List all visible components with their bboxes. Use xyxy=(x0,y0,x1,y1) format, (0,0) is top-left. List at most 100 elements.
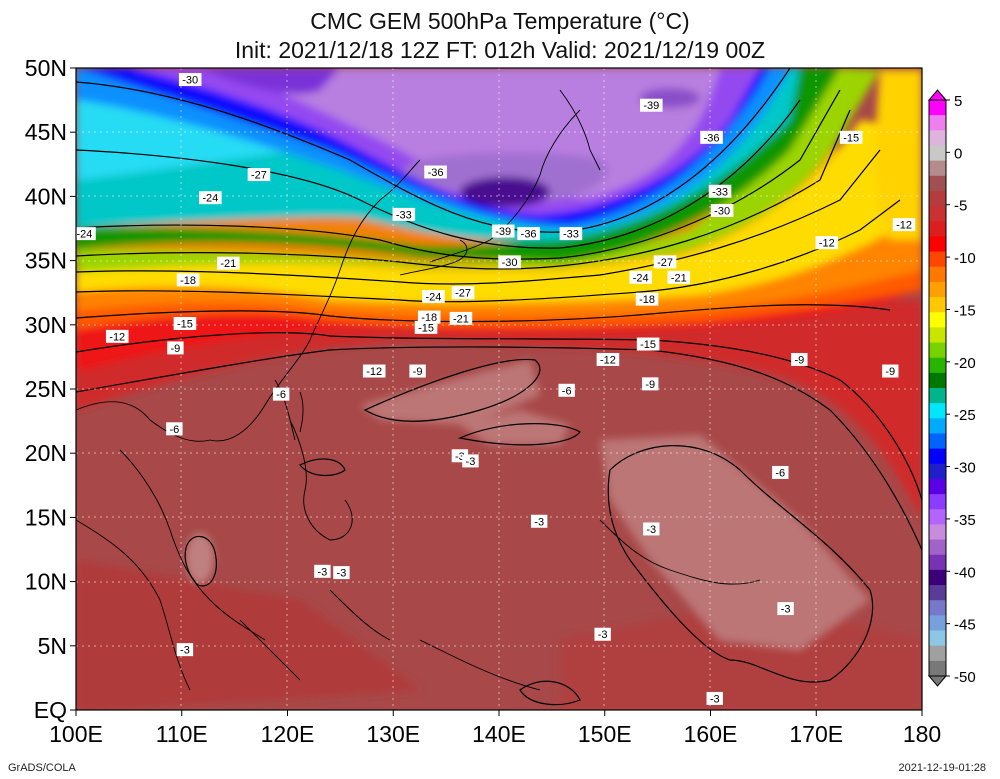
latitude-axis: 50N 45N 40N 35N 30N 25N 20N 15N 10N 5N EQ xyxy=(25,55,76,723)
contour-label: -12 xyxy=(896,220,912,232)
contour-label-bg xyxy=(815,236,839,250)
colorbar-swatch xyxy=(929,221,946,237)
contour-label: -15 xyxy=(418,322,434,334)
lat-label: 15N xyxy=(25,504,67,530)
contour-label-bg xyxy=(462,454,479,468)
contour-label: -18 xyxy=(639,294,655,306)
colorbar-label: -5 xyxy=(954,198,967,215)
contour-label: -36 xyxy=(704,132,720,144)
contour-label: -12 xyxy=(600,354,616,366)
contour-label: -12 xyxy=(109,331,125,343)
contour-label-bg xyxy=(777,602,794,616)
contour-label-bg xyxy=(710,204,734,218)
lon-label: 180 xyxy=(903,721,941,747)
contour-label: -3 xyxy=(598,629,608,641)
contour-label: -3 xyxy=(337,568,347,580)
lat-label: 35N xyxy=(25,248,67,274)
contour-label: -33 xyxy=(712,186,728,198)
lat-label: 40N xyxy=(25,183,67,209)
colorbar-label: -25 xyxy=(954,407,976,424)
contour-label-bg xyxy=(247,168,271,182)
colorbar-swatch xyxy=(929,494,946,510)
lat-label: EQ xyxy=(34,697,67,723)
contour-label: -33 xyxy=(563,229,579,241)
chart-title: CMC GEM 500hPa Temperature (°C) xyxy=(310,8,690,34)
colorbar-label: 0 xyxy=(954,145,962,162)
contour-label: -12 xyxy=(819,238,835,250)
contour-label-bg xyxy=(517,227,540,241)
colorbar-swatch xyxy=(929,630,946,647)
contour-label-bg xyxy=(451,286,475,300)
contour-label-bg xyxy=(392,207,416,221)
contour-label: -9 xyxy=(794,354,804,366)
colorbar-label: -35 xyxy=(954,512,976,529)
contour-label: -30 xyxy=(714,206,730,218)
colorbar-swatch xyxy=(929,342,946,359)
coastlines xyxy=(76,89,761,691)
contour-label-bg xyxy=(216,256,240,270)
contour-label-bg xyxy=(449,311,473,325)
lat-lon-grid xyxy=(76,68,922,710)
contour-label: -39 xyxy=(495,226,511,238)
contour-label: -6 xyxy=(276,389,286,401)
colorbar-bottom-arrow xyxy=(927,675,948,687)
contour-label: -12 xyxy=(366,366,382,378)
colorbar-label: -45 xyxy=(954,617,976,634)
contour-label-bg xyxy=(333,566,350,580)
colorbar-swatch xyxy=(929,190,946,207)
footer-timestamp: 2021-12-19-01:28 xyxy=(898,762,986,774)
contour-label: -21 xyxy=(671,272,687,284)
contour-label-bg xyxy=(700,130,723,144)
colorbar-swatch xyxy=(929,357,946,374)
contour-label: -21 xyxy=(453,313,469,325)
contour-label-bg xyxy=(629,270,653,284)
colorbar-label: -10 xyxy=(954,250,976,267)
contour-label-bg xyxy=(105,329,129,343)
colorbar-swatch xyxy=(929,145,946,162)
contour-label: -3 xyxy=(455,451,465,463)
contour-label: -3 xyxy=(180,645,190,657)
contour-label-bg xyxy=(166,422,183,436)
contour-label-bg xyxy=(643,522,660,536)
contour-label: -27 xyxy=(455,288,471,300)
colorbar-swatch xyxy=(929,478,946,495)
contour-label-bg xyxy=(772,465,789,479)
contour-label: -3 xyxy=(534,516,544,528)
contour-label: -39 xyxy=(643,100,659,112)
contour-label-bg xyxy=(491,224,515,238)
contour-label: -15 xyxy=(843,132,859,144)
colorbar-swatch xyxy=(929,524,946,541)
isotherm-lines xyxy=(76,68,922,706)
contour-label-bg xyxy=(635,292,659,306)
lon-label: 170E xyxy=(789,721,843,747)
contour-label-bg xyxy=(544,737,560,750)
lon-label: 150E xyxy=(578,721,632,747)
contour-label: -36 xyxy=(428,167,444,179)
colorbar-swatch xyxy=(929,463,946,480)
colorbar-swatch xyxy=(929,433,946,450)
contour-label: -3 xyxy=(547,738,557,750)
contour-label: -15 xyxy=(177,319,193,331)
colorbar-swatch xyxy=(929,509,946,525)
colorbar-swatch xyxy=(929,115,946,131)
colorbar-swatch xyxy=(929,403,946,419)
colorbar-swatch xyxy=(929,297,946,313)
colorbar-swatch xyxy=(929,312,946,328)
colorbar-label: -40 xyxy=(954,564,976,581)
contour-label-bg xyxy=(594,627,611,641)
chart-subtitle: Init: 2021/12/18 12Z FT: 012h Valid: 202… xyxy=(234,37,766,63)
contour-label: -9 xyxy=(645,379,655,391)
contour-label-bg xyxy=(178,73,202,87)
colorbar-swatch xyxy=(929,130,946,146)
lon-label: 130E xyxy=(366,721,420,747)
temperature-field: -30-39-36-27-36 -15-33-24-33 -30-12-24 -39-… xyxy=(76,68,922,750)
contour-label-bg xyxy=(414,320,438,334)
contour-label-bg xyxy=(176,273,200,287)
contour-label: -6 xyxy=(775,467,785,479)
longitude-axis: 100E 110E 120E 130E 140E 150E 160E 170E 180 xyxy=(49,710,941,747)
contour-label: -24 xyxy=(425,292,441,304)
contour-label-bg xyxy=(639,98,663,112)
colorbar-label: -15 xyxy=(954,302,976,319)
colorbar-swatch xyxy=(929,281,946,298)
